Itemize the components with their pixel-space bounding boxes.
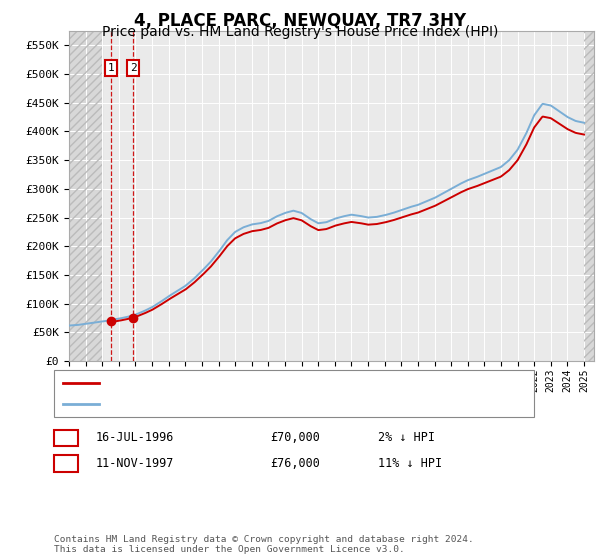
Bar xyxy=(584,31,594,361)
Text: 2% ↓ HPI: 2% ↓ HPI xyxy=(378,431,435,445)
Text: 4, PLACE PARC, NEWQUAY, TR7 3HY: 4, PLACE PARC, NEWQUAY, TR7 3HY xyxy=(134,12,466,30)
Text: 16-JUL-1996: 16-JUL-1996 xyxy=(96,431,175,445)
Text: Contains HM Land Registry data © Crown copyright and database right 2024.
This d: Contains HM Land Registry data © Crown c… xyxy=(54,535,474,554)
Text: £70,000: £70,000 xyxy=(270,431,320,445)
Text: Price paid vs. HM Land Registry's House Price Index (HPI): Price paid vs. HM Land Registry's House … xyxy=(102,25,498,39)
Bar xyxy=(69,31,102,361)
Text: 2: 2 xyxy=(62,456,70,470)
Text: 2: 2 xyxy=(130,63,137,73)
Text: 1: 1 xyxy=(62,431,70,445)
Text: 11% ↓ HPI: 11% ↓ HPI xyxy=(378,456,442,470)
Text: £76,000: £76,000 xyxy=(270,456,320,470)
Text: 11-NOV-1997: 11-NOV-1997 xyxy=(96,456,175,470)
Text: HPI: Average price, detached house, Cornwall: HPI: Average price, detached house, Corn… xyxy=(106,399,403,409)
Text: 4, PLACE PARC, NEWQUAY, TR7 3HY (detached house): 4, PLACE PARC, NEWQUAY, TR7 3HY (detache… xyxy=(106,378,430,388)
Bar xyxy=(69,31,102,361)
Bar xyxy=(584,31,594,361)
Text: 1: 1 xyxy=(108,63,115,73)
